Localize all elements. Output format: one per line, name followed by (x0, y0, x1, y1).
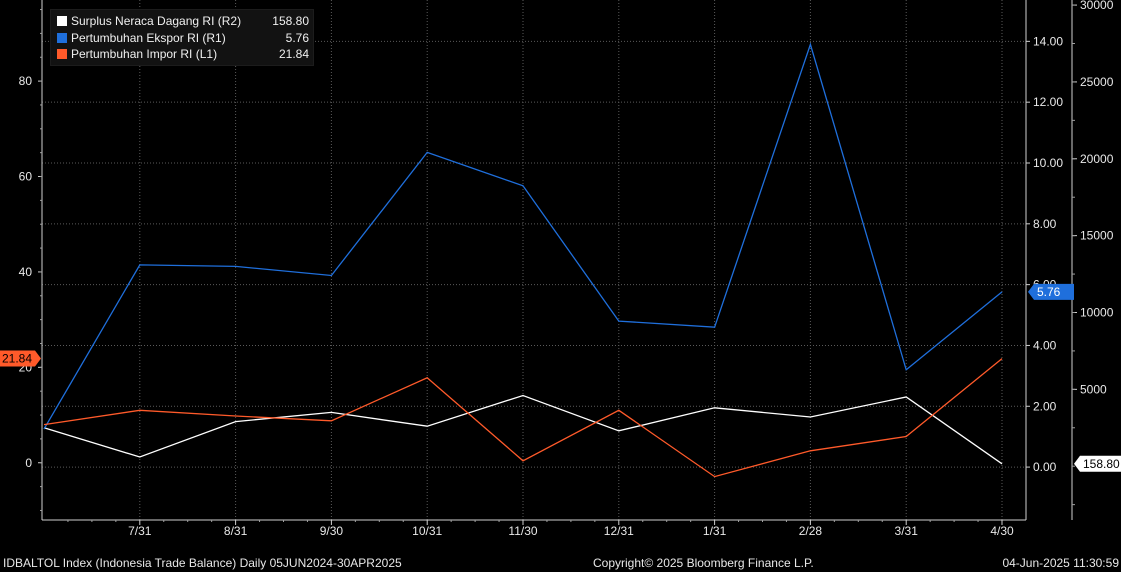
badge-export-growth-shape (1028, 283, 1074, 300)
badge-surplus-shape (1074, 455, 1121, 472)
left-tick-label-3: 60 (19, 170, 33, 184)
left-tick-label-2: 40 (19, 265, 33, 279)
x-tick-label-4: 11/30 (508, 524, 537, 538)
series-line-0 (43, 394, 1003, 465)
right2-tick-label-0: 5000 (1080, 382, 1107, 396)
right2-tick-label-2: 15000 (1080, 229, 1114, 243)
legend: Surplus Neraca Dagang RI (R2) 158.80 Per… (50, 9, 314, 66)
axes (38, 0, 1077, 525)
x-tick-label-1: 8/31 (224, 524, 248, 538)
right2-tick-label-5: 30000 (1080, 0, 1114, 12)
legend-swatch-import-growth (57, 49, 67, 59)
x-tick-label-0: 7/31 (128, 524, 152, 538)
right2-tick-label-4: 25000 (1080, 75, 1114, 89)
legend-item-import-growth: Pertumbuhan Impor RI (L1) 21.84 (57, 46, 309, 62)
legend-label-surplus: Surplus Neraca Dagang RI (R2) (71, 14, 242, 28)
right1-tick-label-1: 2.00 (1033, 399, 1057, 413)
value-badges: 21.84 5.76 158.80 (0, 283, 1121, 472)
footer-copyright: Copyright© 2025 Bloomberg Finance L.P. (593, 556, 814, 570)
series-line-1 (43, 42, 1003, 430)
badge-import-growth-text: 21.84 (2, 352, 32, 366)
right1-tick-label-7: 14.00 (1033, 34, 1063, 48)
right1-tick-label-6: 12.00 (1033, 95, 1063, 109)
badge-import-growth-shape (0, 350, 41, 367)
badge-export-growth-text: 5.76 (1037, 285, 1061, 299)
right1-tick-label-0: 0.00 (1033, 460, 1057, 474)
x-tick-label-3: 10/31 (412, 524, 442, 538)
legend-swatch-export-growth (57, 33, 67, 43)
tick-labels: 7/31 8/31 9/30 10/31 11/30 12/31 1/31 2/28 3/31 4… (19, 0, 1114, 538)
x-tick-label-7: 2/28 (799, 524, 823, 538)
left-tick-label-0: 0 (25, 456, 32, 470)
gridlines (42, 0, 1026, 520)
x-tick-label-2: 9/30 (320, 524, 344, 538)
right1-tick-label-2: 4.00 (1033, 338, 1057, 352)
right1-tick-label-5: 10.00 (1033, 156, 1063, 170)
right2-tick-label-1: 10000 (1080, 305, 1114, 319)
legend-value-surplus: 158.80 (272, 14, 309, 28)
series-lines (43, 42, 1003, 478)
badge-surplus: 158.80 (1074, 455, 1121, 472)
left-tick-label-4: 80 (19, 74, 33, 88)
legend-item-surplus: Surplus Neraca Dagang RI (R2) 158.80 (57, 13, 309, 29)
footer-timestamp: 04-Jun-2025 11:30:59 (1002, 556, 1119, 570)
series-line-2 (43, 358, 1003, 478)
badge-surplus-text: 158.80 (1083, 457, 1120, 471)
right2-tick-label-3: 20000 (1080, 152, 1114, 166)
x-tick-label-6: 1/31 (703, 524, 727, 538)
footer-index-info: IDBALTOL Index (Indonesia Trade Balance)… (3, 556, 402, 570)
legend-value-import-growth: 21.84 (278, 47, 309, 61)
x-tick-label-9: 4/30 (990, 524, 1014, 538)
badge-import-growth: 21.84 (0, 350, 41, 367)
legend-swatch-surplus (57, 16, 67, 26)
legend-value-export-growth: 5.76 (285, 31, 309, 45)
right1-tick-label-4: 8.00 (1033, 217, 1057, 231)
legend-label-import-growth: Pertumbuhan Impor RI (L1) (71, 47, 218, 61)
legend-label-export-growth: Pertumbuhan Ekspor RI (R1) (71, 31, 226, 45)
x-tick-label-8: 3/31 (895, 524, 919, 538)
badge-export-growth: 5.76 (1028, 283, 1074, 300)
legend-item-export-growth: Pertumbuhan Ekspor RI (R1) 5.76 (57, 30, 309, 46)
x-tick-label-5: 12/31 (604, 524, 634, 538)
